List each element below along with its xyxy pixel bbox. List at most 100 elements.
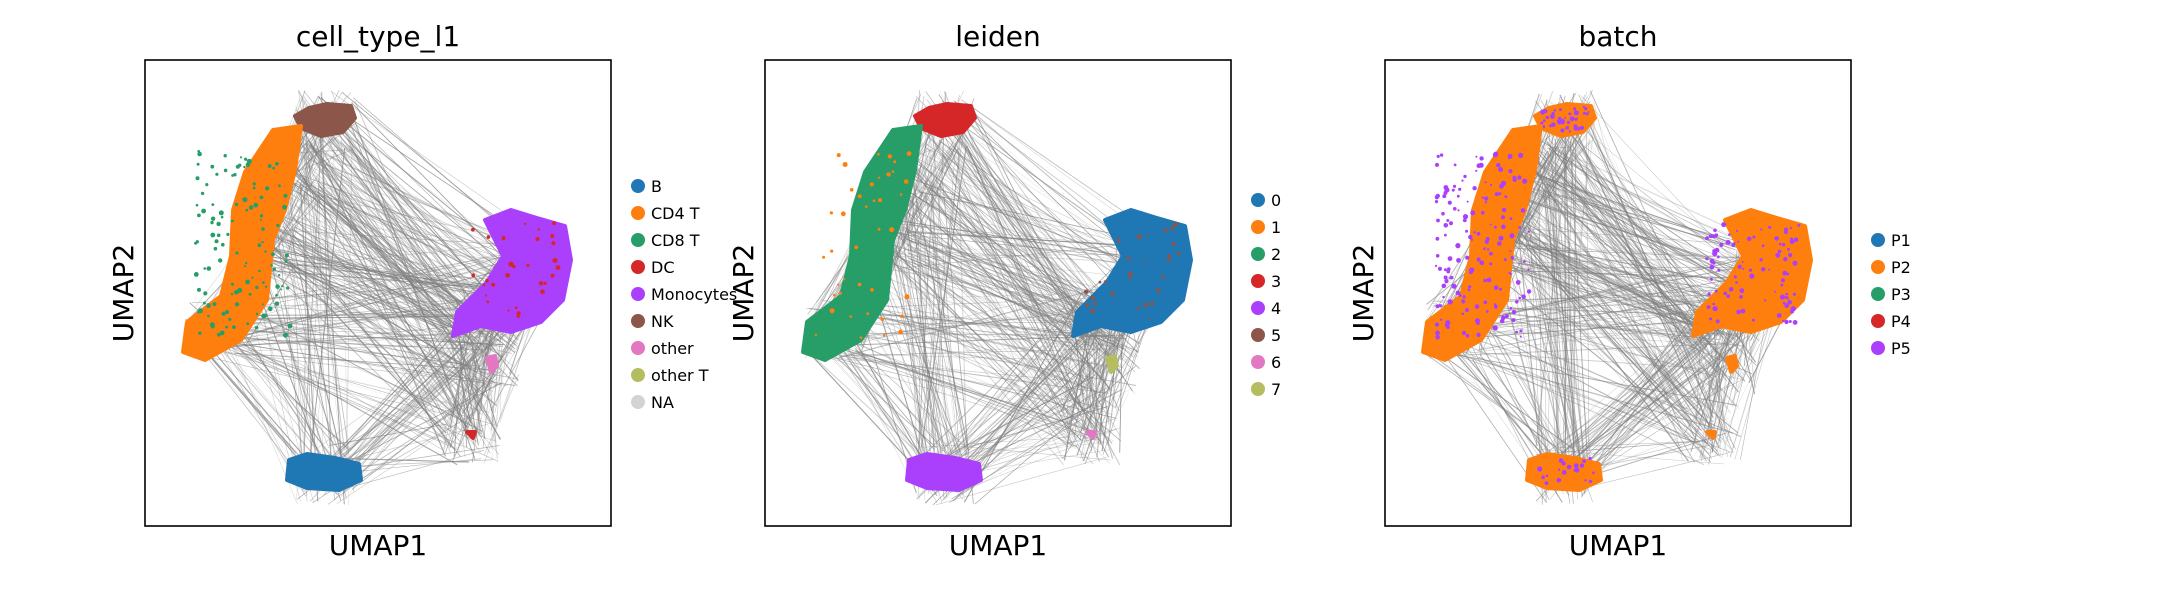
edge-line bbox=[901, 226, 1117, 319]
edge-line bbox=[885, 217, 1105, 429]
edge-line bbox=[895, 194, 1107, 356]
cell-point bbox=[904, 294, 910, 300]
cell-point bbox=[1511, 318, 1516, 323]
cell-point bbox=[1560, 128, 1565, 133]
edge-line bbox=[276, 229, 536, 247]
cell-point bbox=[193, 272, 199, 277]
cell-point bbox=[1435, 162, 1439, 167]
edge-line bbox=[1483, 267, 1746, 269]
edge-line bbox=[1437, 351, 1574, 449]
edge-line bbox=[1074, 362, 1086, 437]
cell-point bbox=[1150, 301, 1155, 306]
cell-point bbox=[1455, 290, 1461, 296]
cell-point bbox=[482, 283, 486, 287]
legend-marker bbox=[1251, 193, 1265, 207]
cell-point bbox=[1792, 320, 1798, 325]
edge-line bbox=[849, 291, 1138, 301]
edge-line bbox=[897, 112, 935, 252]
cell-point bbox=[1782, 301, 1786, 305]
edge-line bbox=[901, 190, 943, 465]
edge-line bbox=[1536, 188, 1759, 247]
edge-line bbox=[942, 183, 974, 504]
edge-line bbox=[191, 250, 541, 351]
cell-point bbox=[283, 193, 288, 198]
cell-point bbox=[1085, 303, 1089, 307]
edge-line bbox=[1458, 333, 1689, 410]
edge-line bbox=[943, 126, 1121, 466]
cell-point bbox=[839, 291, 842, 295]
cell-point bbox=[842, 162, 848, 167]
cluster-layer bbox=[1421, 102, 1813, 492]
cell-point bbox=[1553, 109, 1556, 112]
cell-point bbox=[491, 282, 496, 287]
cell-point bbox=[1494, 305, 1498, 309]
edge-line bbox=[932, 183, 1080, 451]
cell-point bbox=[1568, 130, 1571, 133]
edge-line bbox=[251, 240, 456, 437]
cell-point bbox=[1542, 119, 1546, 123]
cell-point bbox=[1171, 242, 1176, 246]
cell-point bbox=[1170, 226, 1175, 231]
edge-line bbox=[1688, 327, 1735, 448]
cell-point bbox=[255, 285, 259, 290]
edge-line bbox=[1580, 95, 1764, 292]
legend-marker bbox=[1871, 314, 1885, 328]
cell-point bbox=[283, 332, 288, 338]
edge-line bbox=[306, 147, 478, 354]
cell-point bbox=[267, 164, 272, 168]
cell-point bbox=[505, 273, 510, 278]
edge-line bbox=[1092, 334, 1096, 369]
edge-line bbox=[1060, 330, 1099, 413]
legend-marker bbox=[1251, 274, 1265, 288]
cell-point bbox=[239, 156, 243, 159]
cell-point bbox=[1709, 317, 1713, 321]
cell-point bbox=[1465, 334, 1470, 338]
cell-point bbox=[840, 211, 846, 217]
edge-line bbox=[267, 145, 461, 454]
cell-point bbox=[264, 250, 267, 253]
cell-point bbox=[1461, 330, 1467, 336]
cell-point bbox=[551, 241, 556, 246]
cell-point bbox=[197, 213, 201, 218]
cell-point bbox=[1518, 226, 1522, 230]
edge-line bbox=[1706, 368, 1722, 434]
cell-point bbox=[1451, 188, 1455, 192]
cell-point bbox=[197, 151, 202, 157]
cell-point bbox=[870, 288, 874, 292]
cell-point bbox=[202, 301, 206, 305]
edge-line bbox=[287, 193, 461, 414]
cell-point bbox=[1447, 200, 1452, 205]
cell-point bbox=[903, 179, 909, 184]
edge-line bbox=[818, 341, 937, 449]
edge-line bbox=[878, 217, 1143, 260]
cell-point bbox=[1435, 304, 1440, 309]
edge-line bbox=[212, 261, 534, 345]
cell-point bbox=[1573, 468, 1577, 472]
edge-line bbox=[1514, 183, 1749, 281]
cell-point bbox=[221, 311, 226, 316]
cell-point bbox=[1782, 319, 1785, 323]
cell-point bbox=[1442, 194, 1447, 199]
cell-point bbox=[286, 286, 290, 290]
cell-point bbox=[1519, 329, 1523, 333]
edge-line bbox=[471, 310, 495, 463]
cell-point bbox=[886, 172, 891, 177]
cell-point bbox=[1446, 219, 1450, 222]
edge-line bbox=[938, 140, 1118, 263]
cell-point bbox=[1493, 303, 1497, 306]
edge-line bbox=[894, 255, 1086, 389]
edge-line bbox=[859, 307, 1089, 390]
edge-line bbox=[1560, 153, 1737, 258]
legend-label: DC bbox=[651, 258, 675, 277]
cell-point bbox=[1781, 243, 1786, 247]
edge-line bbox=[928, 116, 950, 484]
edge-line bbox=[1550, 158, 1591, 454]
cell-point bbox=[1733, 275, 1737, 279]
edge-line bbox=[1565, 113, 1711, 419]
cell-point bbox=[836, 153, 841, 158]
edge-line bbox=[945, 138, 1110, 314]
cell-point bbox=[1438, 304, 1442, 308]
cell-point bbox=[1481, 210, 1485, 215]
legend: 0 1 2 3 4 5 6 7 bbox=[1251, 191, 1281, 399]
